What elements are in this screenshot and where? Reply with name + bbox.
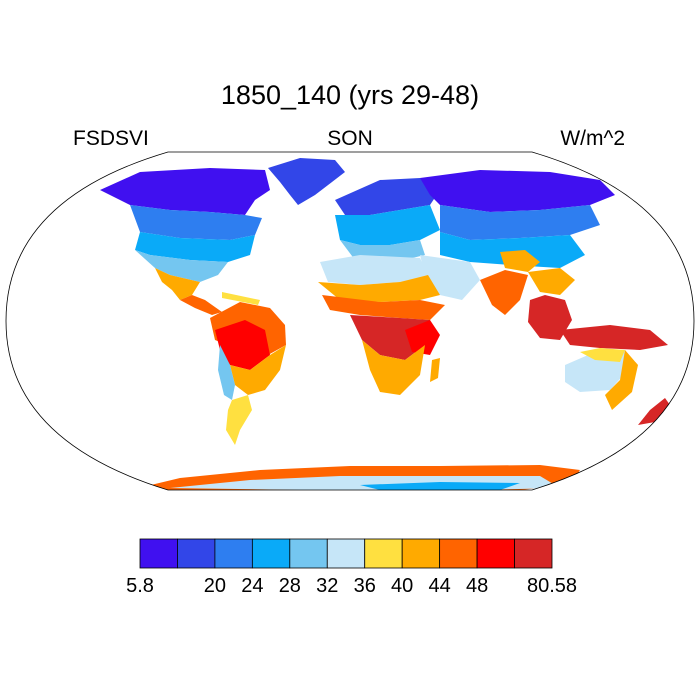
south-america-mid xyxy=(230,345,286,395)
colorbar-swatch xyxy=(476,538,515,569)
australia-north xyxy=(580,348,625,362)
europe-north xyxy=(335,178,440,215)
central-africa xyxy=(350,315,430,360)
colorbar-swatch xyxy=(401,538,441,569)
asia-north xyxy=(440,205,600,240)
colorbar-tick-label: 48 xyxy=(465,575,489,597)
colorbar-tick-label: 5.8 xyxy=(126,575,154,597)
map-title: 1850_140 (yrs 29-48) xyxy=(220,80,480,110)
season-label: SON xyxy=(327,127,373,150)
south-america-core xyxy=(215,320,270,370)
map-fill xyxy=(100,158,670,490)
map-boundary xyxy=(5,151,695,491)
colorbar-swatch xyxy=(139,538,178,569)
colorbar-swatch xyxy=(214,538,253,569)
colorbar-swatch xyxy=(289,538,328,569)
units-label: W/m^2 xyxy=(560,127,625,150)
middle-east xyxy=(420,255,480,300)
australia-east xyxy=(605,350,638,410)
colorbar-tick-label: 32 xyxy=(316,575,339,597)
colorbar-tick-label: 44 xyxy=(428,575,451,597)
greenland xyxy=(268,158,345,205)
south-china xyxy=(528,268,575,295)
madagascar xyxy=(430,358,440,382)
india xyxy=(480,270,528,315)
mexico xyxy=(155,268,200,300)
antarctica-plateau xyxy=(360,482,520,490)
europe-mid xyxy=(335,205,440,245)
caribbean xyxy=(222,292,260,305)
central-america xyxy=(180,295,222,315)
colorbar-swatch xyxy=(364,538,403,569)
colorbar-tick-label: 80.58 xyxy=(526,575,578,597)
asia-mid xyxy=(440,232,585,268)
north-america-north xyxy=(130,205,262,240)
east-africa xyxy=(405,320,440,355)
south-america-south xyxy=(226,395,252,445)
colorbar-swatch xyxy=(439,538,478,569)
asia-arctic xyxy=(420,170,615,212)
south-america-andes xyxy=(218,345,235,400)
sahara xyxy=(318,275,440,302)
tibet xyxy=(500,250,540,272)
southern-africa xyxy=(362,340,425,395)
north-america-south xyxy=(135,250,228,282)
variable-label: FSDSVI xyxy=(73,127,149,150)
new-zealand xyxy=(638,398,670,425)
north-america-arctic xyxy=(100,168,270,215)
north-america-mid xyxy=(135,232,255,262)
colorbar-swatch xyxy=(326,538,366,569)
sahel xyxy=(322,295,445,320)
north-africa xyxy=(320,255,428,285)
colorbar-swatch xyxy=(514,538,553,569)
colorbar-tick-label: 36 xyxy=(353,575,376,597)
colorbar-tick-label: 20 xyxy=(203,575,227,597)
colorbar-tick-label: 40 xyxy=(391,575,414,597)
southeast-asia xyxy=(528,295,572,340)
colorbar-tick-label: 24 xyxy=(241,575,264,597)
colorbar-tick-label: 28 xyxy=(278,575,301,597)
colorbar-swatch xyxy=(251,538,291,569)
indonesia xyxy=(560,325,668,350)
colorbar-swatch xyxy=(177,538,216,569)
